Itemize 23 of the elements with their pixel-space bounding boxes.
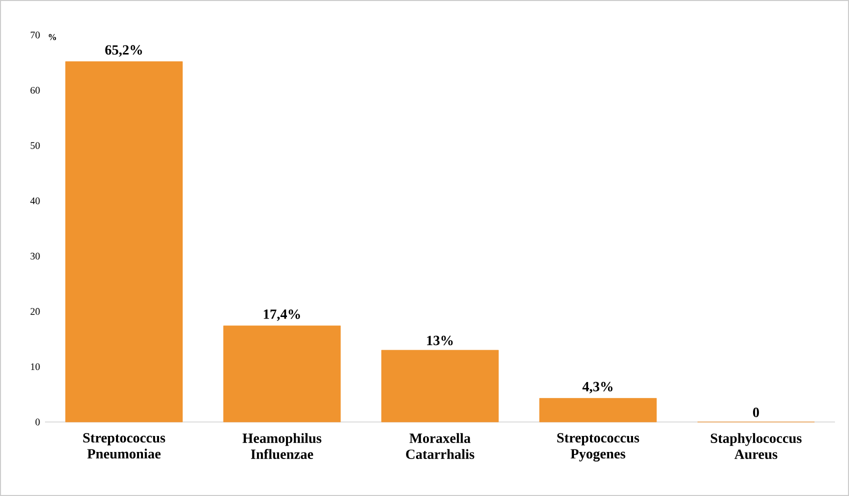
y-tick-label: 0 — [36, 418, 40, 426]
x-tick-label: Heamophilus Influenzae — [242, 433, 322, 460]
bar — [539, 398, 657, 422]
x-tick-label: Streptococcus Pneumoniae — [83, 433, 166, 459]
bar — [381, 350, 499, 422]
bar — [65, 61, 183, 422]
bar — [223, 326, 341, 422]
data-label: 0 — [753, 408, 759, 418]
y-tick-label: 70 — [30, 32, 40, 38]
y-tick-label: 10 — [31, 363, 40, 370]
x-tick-label: Moraxella Catarrhalis — [406, 433, 474, 459]
y-tick-label: 40 — [30, 197, 40, 204]
y-tick-label: 20 — [30, 308, 40, 315]
x-tick-label: Streptococcus Pyogenes — [557, 433, 640, 462]
x-tick-label: Staphylococcus Aureus — [710, 433, 802, 460]
y-tick-label: 60 — [30, 86, 40, 94]
y-tick-label: 30 — [30, 252, 40, 260]
y-axis-title: % — [48, 34, 56, 40]
data-label: 17,4% — [264, 309, 300, 321]
y-tick-label: 50 — [30, 142, 40, 149]
data-label: 13% — [427, 336, 453, 346]
data-label: 65,2% — [105, 45, 142, 57]
data-label: 4,3% — [582, 382, 612, 394]
